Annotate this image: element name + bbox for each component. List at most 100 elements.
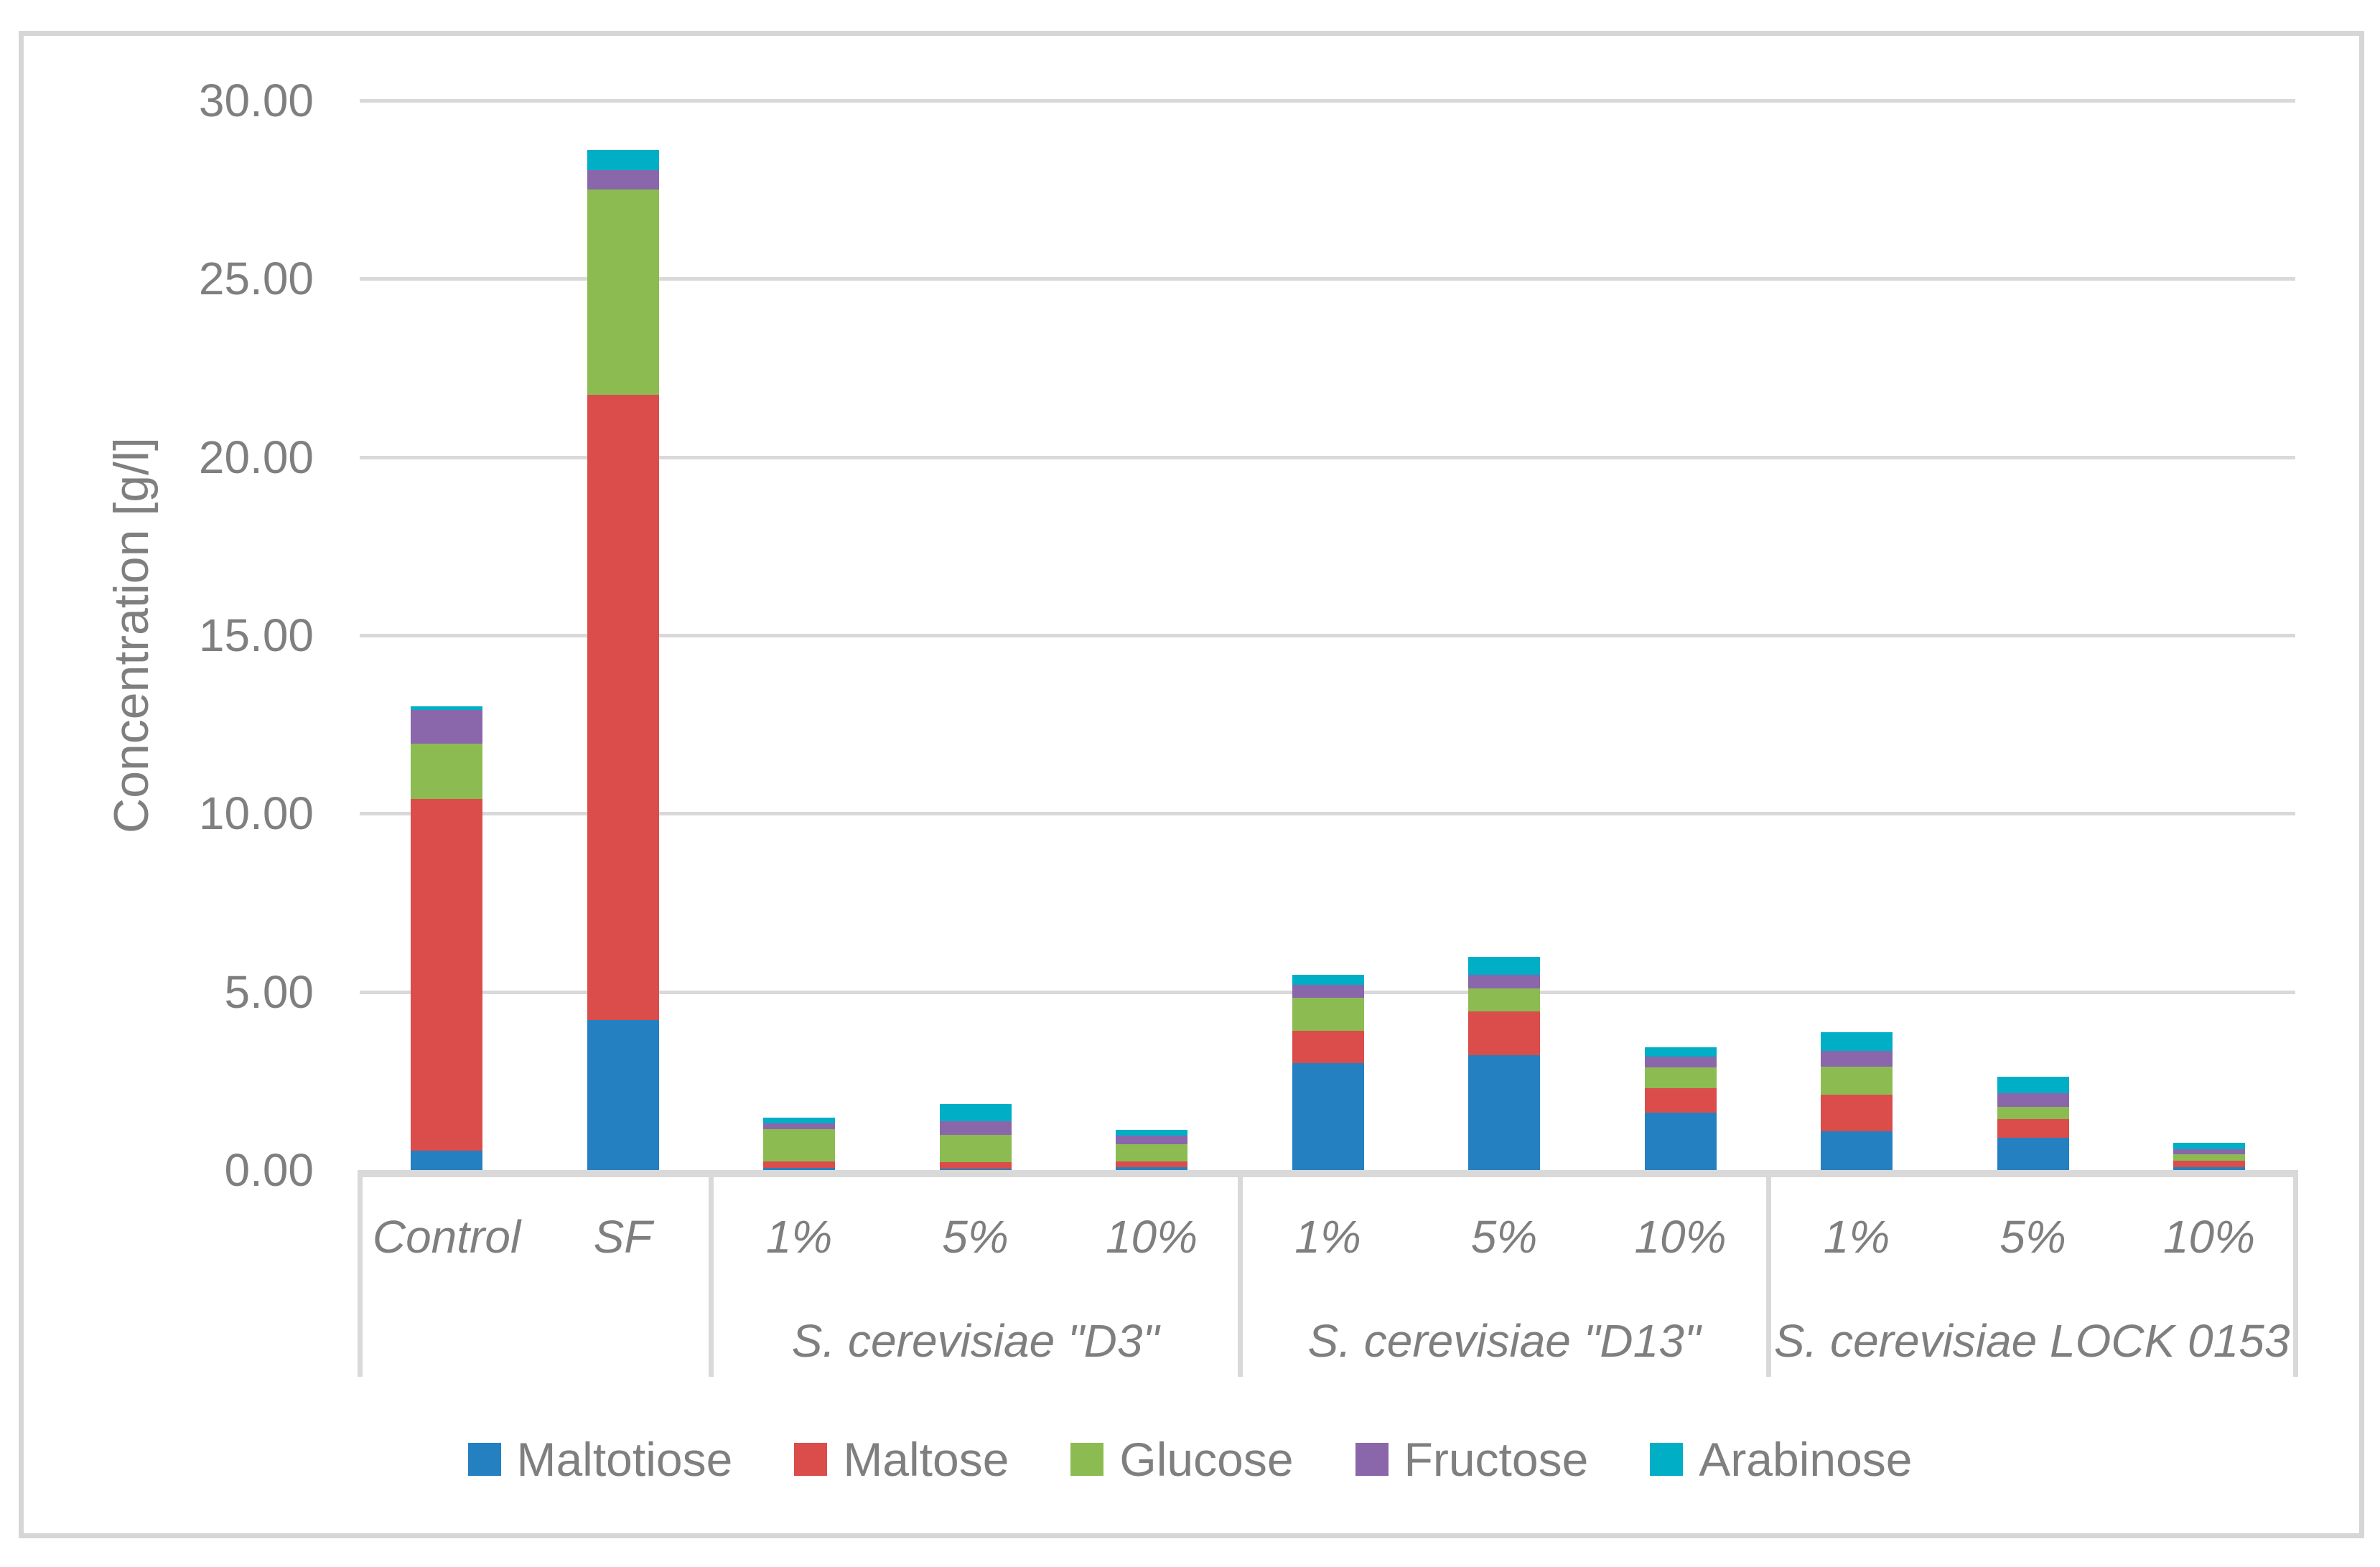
bar-segment-arabinose-1 bbox=[587, 150, 659, 170]
category-label-9: 5% bbox=[1999, 1211, 2066, 1263]
bar-segment-glucose-5 bbox=[1292, 997, 1364, 1032]
bar-segment-glucose-3 bbox=[939, 1134, 1012, 1163]
group-label-3: S. cerevisiae LOCK 0153 bbox=[1773, 1315, 2290, 1367]
y-tick-label: 5.00 bbox=[224, 965, 314, 1018]
bar-segment-arabinose-2 bbox=[763, 1118, 835, 1123]
y-tick-label: 30.00 bbox=[198, 74, 314, 126]
legend-label-arabinose: Arabinose bbox=[1699, 1433, 1913, 1486]
bar-segment-arabinose-4 bbox=[1116, 1130, 1187, 1136]
bar-segment-maltotiose-3 bbox=[939, 1168, 1012, 1170]
bar-segment-maltotiose-1 bbox=[587, 1020, 659, 1170]
legend-swatch-arabinose bbox=[1650, 1443, 1684, 1476]
category-label-8: 1% bbox=[1823, 1211, 1890, 1263]
gridline-30 bbox=[360, 98, 2295, 103]
bar-segment-glucose-6 bbox=[1468, 988, 1540, 1012]
bar-segment-maltotiose-6 bbox=[1468, 1054, 1540, 1170]
legend-label-fructose: Fructose bbox=[1404, 1433, 1589, 1486]
group-divider-2 bbox=[1237, 1170, 1243, 1377]
bar-segment-glucose-4 bbox=[1116, 1144, 1187, 1161]
y-tick-label: 15.00 bbox=[198, 609, 314, 661]
gridline-20 bbox=[360, 455, 2295, 459]
group-divider-0 bbox=[358, 1170, 363, 1377]
bar-segment-maltotiose-0 bbox=[411, 1150, 482, 1170]
bar-segment-fructose-1 bbox=[587, 169, 659, 190]
legend-item-fructose: Fructose bbox=[1355, 1432, 1589, 1487]
bar-segment-arabinose-9 bbox=[1997, 1076, 2069, 1094]
x-axis-line bbox=[358, 1170, 2297, 1177]
bar-segment-maltose-3 bbox=[939, 1162, 1012, 1169]
bar-segment-glucose-1 bbox=[587, 190, 659, 395]
legend-item-maltotiose: Maltotiose bbox=[467, 1432, 733, 1487]
legend: Maltotiose Maltose Glucose Fructose Arabinos… bbox=[0, 1432, 2380, 1487]
legend-swatch-maltotiose bbox=[467, 1443, 501, 1476]
legend-swatch-glucose bbox=[1070, 1443, 1104, 1476]
bar-segment-arabinose-7 bbox=[1644, 1047, 1717, 1057]
bar-segment-glucose-7 bbox=[1644, 1067, 1717, 1089]
bar-segment-maltotiose-2 bbox=[763, 1167, 835, 1170]
category-label-6: 5% bbox=[1470, 1211, 1538, 1263]
legend-swatch-fructose bbox=[1355, 1443, 1389, 1476]
bar-segment-glucose-0 bbox=[411, 744, 482, 800]
bar-segment-arabinose-5 bbox=[1292, 975, 1364, 985]
bar-segment-glucose-8 bbox=[1821, 1067, 1893, 1095]
legend-item-glucose: Glucose bbox=[1070, 1432, 1294, 1487]
category-label-3: 5% bbox=[942, 1211, 1009, 1263]
legend-label-glucose: Glucose bbox=[1119, 1433, 1294, 1486]
bar-segment-fructose-10 bbox=[2173, 1149, 2245, 1155]
bar-segment-maltose-9 bbox=[1997, 1118, 2069, 1138]
bar-segment-arabinose-3 bbox=[939, 1104, 1012, 1121]
bar-segment-fructose-3 bbox=[939, 1121, 1012, 1135]
group-divider-3 bbox=[1766, 1170, 1772, 1377]
category-label-4: 10% bbox=[1105, 1211, 1198, 1263]
y-tick-label: 10.00 bbox=[198, 787, 314, 840]
bar-segment-fructose-6 bbox=[1468, 974, 1540, 988]
bar-segment-maltotiose-7 bbox=[1644, 1112, 1717, 1170]
legend-label-maltotiose: Maltotiose bbox=[516, 1433, 733, 1486]
bar-segment-maltose-1 bbox=[587, 394, 659, 1021]
bar-segment-maltose-8 bbox=[1821, 1094, 1893, 1132]
bar-segment-fructose-7 bbox=[1644, 1057, 1717, 1067]
bar-segment-fructose-5 bbox=[1292, 984, 1364, 998]
legend-item-arabinose: Arabinose bbox=[1650, 1432, 1913, 1487]
bar-segment-fructose-0 bbox=[411, 710, 482, 744]
y-tick-label: 25.00 bbox=[198, 253, 314, 305]
group-label-1: S. cerevisiae "D3" bbox=[791, 1315, 1159, 1367]
bar-segment-maltose-5 bbox=[1292, 1031, 1364, 1063]
bar-segment-maltose-4 bbox=[1116, 1161, 1187, 1168]
bar-segment-glucose-9 bbox=[1997, 1106, 2069, 1119]
category-label-5: 1% bbox=[1294, 1211, 1361, 1263]
bar-segment-maltotiose-8 bbox=[1821, 1131, 1893, 1170]
category-label-1: SF bbox=[593, 1211, 653, 1263]
gridline-10 bbox=[360, 812, 2295, 816]
category-label-2: 1% bbox=[765, 1211, 833, 1263]
bar-segment-maltose-2 bbox=[763, 1161, 835, 1168]
gridline-15 bbox=[360, 633, 2295, 637]
legend-swatch-maltose bbox=[794, 1443, 828, 1476]
bar-segment-maltotiose-5 bbox=[1292, 1062, 1364, 1170]
category-label-0: Control bbox=[372, 1211, 521, 1263]
bar-segment-maltose-7 bbox=[1644, 1088, 1717, 1113]
y-tick-label: 0.00 bbox=[224, 1144, 314, 1196]
bar-segment-maltose-10 bbox=[2173, 1160, 2245, 1167]
legend-label-maltose: Maltose bbox=[843, 1433, 1009, 1486]
bar-segment-arabinose-10 bbox=[2173, 1143, 2245, 1149]
group-divider-1 bbox=[709, 1170, 714, 1377]
y-tick-label: 20.00 bbox=[198, 431, 314, 483]
legend-item-maltose: Maltose bbox=[794, 1432, 1009, 1487]
category-label-7: 10% bbox=[1634, 1211, 1727, 1263]
bar-segment-maltotiose-9 bbox=[1997, 1138, 2069, 1170]
group-label-2: S. cerevisiae "D13" bbox=[1307, 1315, 1701, 1367]
bar-segment-arabinose-6 bbox=[1468, 956, 1540, 975]
bar-segment-glucose-10 bbox=[2173, 1154, 2245, 1161]
bar-segment-fructose-8 bbox=[1821, 1050, 1893, 1067]
bar-segment-maltose-6 bbox=[1468, 1011, 1540, 1055]
bar-segment-glucose-2 bbox=[763, 1129, 835, 1162]
bar-segment-fructose-4 bbox=[1116, 1135, 1187, 1145]
bar-segment-fructose-2 bbox=[763, 1123, 835, 1130]
bar-segment-maltose-0 bbox=[411, 799, 482, 1151]
bar-segment-maltotiose-10 bbox=[2173, 1166, 2245, 1170]
bar-segment-arabinose-0 bbox=[411, 706, 482, 711]
bar-segment-arabinose-8 bbox=[1821, 1032, 1893, 1051]
bar-segment-maltotiose-4 bbox=[1116, 1167, 1187, 1170]
